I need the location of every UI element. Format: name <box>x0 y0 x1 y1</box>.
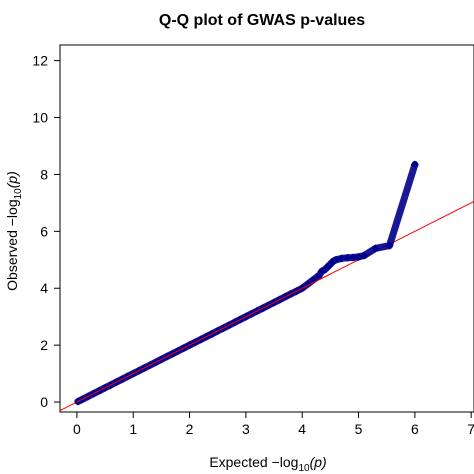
y-axis: 0 2 4 6 8 10 12 <box>32 53 60 410</box>
y-axis-label-prefix: Observed −log <box>4 199 20 290</box>
x-tick-label: 5 <box>355 421 363 437</box>
plot-frame <box>59 44 474 413</box>
reference-line-overlay <box>76 273 331 403</box>
y-axis-label-suffix: (p) <box>4 171 20 188</box>
x-tick-label: 3 <box>242 421 250 437</box>
data-point <box>385 241 394 250</box>
data-point <box>332 255 340 264</box>
x-axis-label-suffix: (p) <box>310 454 327 470</box>
x-tick-label: 2 <box>186 421 194 437</box>
chart-title: Q-Q plot of GWAS p-values <box>159 12 365 29</box>
x-axis-label-subscript: 10 <box>298 463 310 474</box>
data-point <box>348 253 357 262</box>
data-point <box>354 252 363 261</box>
x-tick-label: 0 <box>73 421 81 437</box>
x-tick-label: 1 <box>129 421 137 437</box>
y-tick-label: 4 <box>40 280 48 296</box>
y-tick-label: 8 <box>40 166 48 182</box>
data-point <box>337 254 346 263</box>
x-axis-label: Expected −log10(p) <box>209 454 326 474</box>
x-axis-label-prefix: Expected −log <box>209 454 298 470</box>
x-tick-label: 6 <box>411 421 419 437</box>
y-tick-label: 12 <box>32 53 48 69</box>
x-tick-label: 4 <box>298 421 306 437</box>
y-tick-label: 6 <box>40 223 48 239</box>
y-tick-label: 2 <box>40 337 48 353</box>
plot-area <box>59 44 474 413</box>
data-point <box>360 251 369 260</box>
observed-points-trail <box>74 161 419 405</box>
y-tick-label: 0 <box>40 394 48 410</box>
data-point <box>343 253 352 262</box>
data-point <box>410 160 419 169</box>
x-axis: 0 1 2 3 4 5 6 7 <box>73 412 474 437</box>
y-tick-label: 10 <box>32 110 48 126</box>
data-point <box>371 244 380 253</box>
data-points-layer <box>74 160 419 406</box>
x-tick-label: 7 <box>467 421 474 437</box>
y-axis-label: Observed −log10(p) <box>4 171 24 291</box>
y-axis-label-subscript: 10 <box>13 188 24 200</box>
